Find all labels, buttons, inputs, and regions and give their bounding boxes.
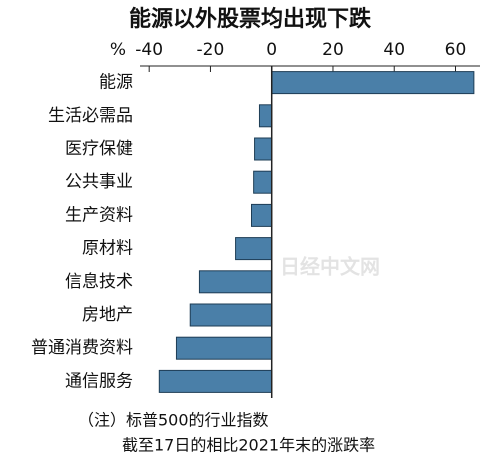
x-tick-label: 0 (266, 40, 277, 60)
y-tick-label: 原材料 (82, 239, 133, 259)
x-tick-label: 40 (383, 40, 405, 60)
y-tick-label: 房地产 (82, 305, 133, 325)
y-tick-label: 生活必需品 (48, 106, 133, 126)
bar (189, 303, 273, 327)
bar (258, 104, 273, 128)
bar (271, 71, 475, 95)
axis-label: % (110, 40, 126, 60)
bar (175, 336, 273, 360)
bar (253, 170, 273, 194)
y-tick-label: 生产资料 (65, 205, 133, 225)
note: （注）标普500的行业指数 (78, 411, 269, 430)
bar (250, 203, 273, 227)
y-tick-label: 信息技术 (65, 272, 133, 292)
y-tick-label: 普通消费资料 (31, 338, 133, 358)
bar (198, 270, 273, 294)
bar (235, 237, 273, 261)
x-tick-label: -40 (135, 40, 163, 60)
y-tick-label: 医疗保健 (65, 139, 133, 159)
x-tick-label: -20 (197, 40, 225, 60)
note: 截至17日的相比2021年末的涨跌率 (122, 436, 375, 455)
y-tick-label: 能源 (99, 73, 133, 93)
bar (254, 137, 273, 161)
x-tick-label: 20 (322, 40, 344, 60)
y-tick-label: 公共事业 (65, 172, 133, 192)
bar (158, 369, 273, 393)
chart-title: 能源以外股票均出现下跌 (129, 6, 372, 32)
watermark: 日经中文网 (280, 255, 380, 279)
y-tick-label: 通信服务 (65, 371, 133, 391)
x-tick-label: 60 (445, 40, 467, 60)
